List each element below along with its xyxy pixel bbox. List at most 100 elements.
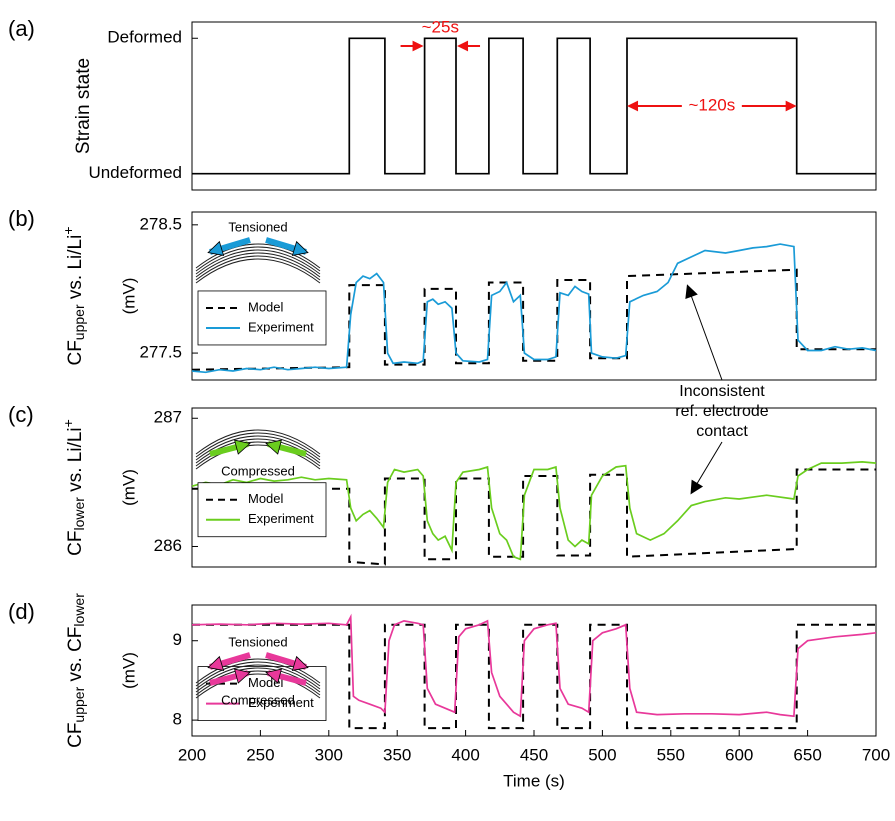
- legend-label: Model: [248, 491, 284, 506]
- inset-layer: [195, 435, 321, 461]
- legend-label: Experiment: [248, 511, 314, 526]
- panel-label: (c): [8, 402, 34, 427]
- data-line: [191, 243, 877, 374]
- y-axis-label: CFupper vs. CFlower: [65, 593, 87, 748]
- y-axis-unit: (mV): [119, 469, 138, 506]
- y-axis-label-part: +: [60, 419, 76, 427]
- y-axis-label-part: upper: [71, 686, 87, 722]
- x-tick-label: 350: [383, 745, 411, 764]
- y-tick-label: 9: [173, 630, 182, 649]
- inset-layer: [195, 258, 321, 284]
- legend-label: Experiment: [248, 319, 314, 334]
- legend-box: [197, 290, 327, 346]
- y-tick-label: 277.5: [139, 343, 182, 362]
- arrow-head: [291, 655, 309, 671]
- data-line: [191, 461, 877, 561]
- panel-label: (b): [8, 206, 35, 231]
- legend-box: [197, 482, 327, 538]
- arrow-head: [207, 240, 225, 256]
- y-axis-label: CFupper vs. Li/Li+: [60, 226, 86, 365]
- y-tick-label: Deformed: [107, 28, 182, 47]
- x-tick-label: 200: [178, 745, 206, 764]
- inset-layer: [195, 243, 321, 269]
- y-tick-label: 286: [154, 536, 182, 555]
- inset-layer: [195, 441, 321, 467]
- inset-layer: [195, 664, 321, 690]
- model-line: [192, 468, 876, 566]
- inset-label: Compressed: [221, 692, 295, 707]
- y-axis-label-part: vs. Li/Li: [65, 427, 86, 497]
- arrow-head: [265, 439, 282, 455]
- y-axis-label-part: CF: [65, 340, 86, 365]
- y-axis-label-part: CF: [65, 531, 86, 556]
- model-line: [192, 623, 876, 730]
- arrow-head: [234, 668, 251, 684]
- y-axis-label-part: vs. CF: [65, 627, 86, 687]
- panel-label: (d): [8, 599, 35, 624]
- arrow-head: [207, 655, 225, 671]
- inset-layer: [195, 444, 321, 470]
- legend-label: Experiment: [248, 695, 314, 710]
- y-axis-unit: (mV): [119, 278, 138, 315]
- arrow-head: [234, 439, 251, 455]
- arrow-head: [265, 668, 282, 684]
- inset-layer: [195, 429, 321, 455]
- inset-layer: [195, 670, 321, 696]
- x-tick-label: 400: [451, 745, 479, 764]
- panel-label: (a): [8, 16, 35, 41]
- inset-layer: [195, 246, 321, 272]
- y-axis-label-part: Strain state: [73, 58, 94, 154]
- data-line: [192, 37, 876, 175]
- data-line: [191, 613, 877, 718]
- arrow-head: [412, 40, 424, 52]
- inset-label: Compressed: [221, 463, 295, 478]
- inset-layer: [195, 249, 321, 275]
- inset-label: Tensioned: [228, 634, 287, 649]
- y-tick-label: Undeformed: [88, 163, 182, 182]
- inset-layer: [195, 661, 321, 687]
- x-tick-label: 550: [657, 745, 685, 764]
- arrow-head: [627, 100, 639, 112]
- annotation-text: contact: [696, 423, 748, 440]
- x-tick-label: 650: [793, 745, 821, 764]
- inset-layer: [195, 658, 321, 684]
- y-axis-label: Strain state: [73, 58, 94, 154]
- x-axis-label: Time (s): [503, 771, 565, 790]
- y-axis-label-part: CF: [65, 723, 86, 748]
- y-tick-label: 278.5: [139, 214, 182, 233]
- y-tick-label: 8: [173, 710, 182, 729]
- y-axis-label-part: lower: [71, 497, 87, 531]
- x-tick-label: 300: [315, 745, 343, 764]
- arrow-shaft: [687, 286, 723, 381]
- inset-label: Tensioned: [228, 219, 287, 234]
- y-tick-label: 287: [154, 408, 182, 427]
- arrow-head: [685, 284, 698, 300]
- plot-frame: [191, 407, 877, 568]
- inset-layer: [195, 255, 321, 281]
- y-axis-label-part: +: [60, 226, 76, 234]
- inset-layer: [195, 252, 321, 278]
- y-axis-label-part: upper: [71, 304, 87, 340]
- y-axis-label: CFlower vs. Li/Li+: [60, 419, 86, 556]
- arrow-head: [457, 40, 469, 52]
- annotation-label: ~120s: [688, 95, 735, 114]
- x-tick-label: 500: [588, 745, 616, 764]
- y-axis-unit: (mV): [119, 652, 138, 689]
- y-axis-label-part: lower: [71, 593, 87, 627]
- plot-frame: [191, 211, 877, 381]
- legend-label: Model: [248, 299, 284, 314]
- annotation-label: ~25s: [422, 17, 459, 36]
- inset-layer: [195, 432, 321, 458]
- arrow-head: [291, 240, 309, 256]
- x-tick-label: 250: [246, 745, 274, 764]
- arrow-head: [785, 100, 797, 112]
- x-tick-label: 700: [862, 745, 890, 764]
- plot-frame: [191, 21, 877, 191]
- y-axis-label-part: vs. Li/Li: [65, 235, 86, 305]
- inset-layer: [195, 673, 321, 699]
- annotation-text: ref. electrode: [675, 403, 768, 420]
- x-tick-label: 600: [725, 745, 753, 764]
- arrow-head: [690, 479, 704, 495]
- annotation-text: Inconsistent: [679, 383, 765, 400]
